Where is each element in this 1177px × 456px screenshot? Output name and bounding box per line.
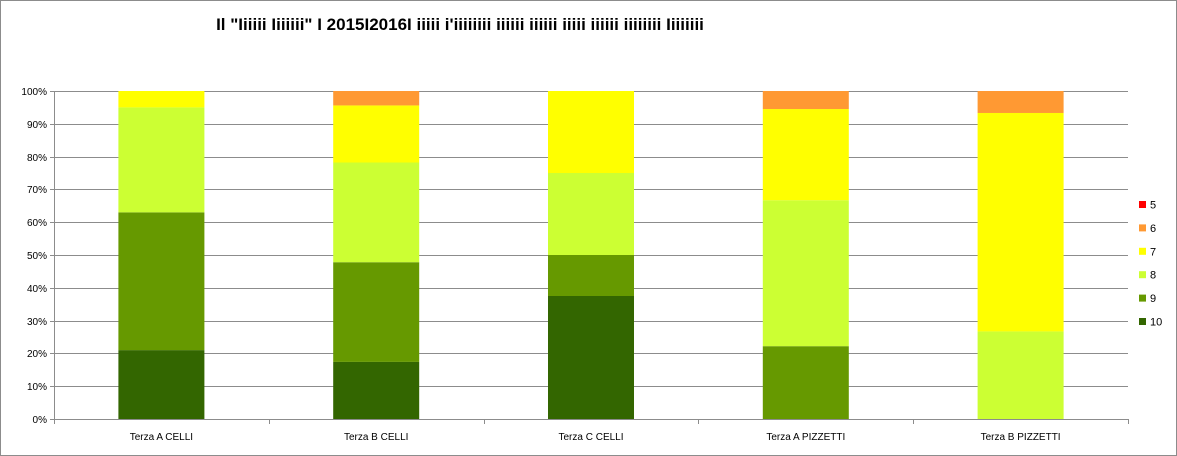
legend-label-8: 8 (1150, 270, 1156, 282)
y-tick-label: 30% (27, 317, 47, 328)
bar-segment-8 (548, 173, 634, 255)
bar-segment-8 (762, 200, 849, 347)
x-tick-label: Terza A PIZZETTI (766, 432, 845, 443)
bar-segment-9 (118, 212, 205, 351)
bar-segment-9 (333, 262, 420, 362)
x-tick-label: Terza C CELLI (558, 432, 623, 443)
x-tick-label: Terza B PIZZETTI (981, 432, 1061, 443)
bar-segment-9 (548, 255, 634, 296)
y-tick-label: 100% (21, 87, 47, 98)
bar-segment-10 (118, 350, 205, 419)
legend-swatch-7 (1139, 247, 1146, 255)
bar-segment-7 (762, 109, 849, 201)
y-tick-label: 40% (27, 284, 47, 295)
legend-swatch-8 (1139, 271, 1146, 279)
y-tick-label: 70% (27, 185, 47, 196)
y-tick-label: 10% (27, 382, 47, 393)
legend-label-10: 10 (1150, 317, 1162, 329)
legend-label-5: 5 (1150, 200, 1156, 212)
legend-swatch-6 (1139, 224, 1146, 232)
bar-segment-9 (762, 346, 849, 419)
y-tick-label: 90% (27, 120, 47, 131)
bar-segment-10 (548, 296, 634, 419)
bar-segment-7 (548, 91, 634, 173)
legend-label-7: 7 (1150, 246, 1156, 258)
bar-segment-6 (762, 91, 849, 110)
bar-segment-8 (333, 162, 420, 263)
bar-segment-10 (333, 361, 420, 419)
bar-segment-8 (977, 331, 1064, 419)
legend-swatch-9 (1139, 294, 1146, 302)
chart-title: Il "Iiiiii Iiiiiii" I 2015I2016I iiiii i… (216, 15, 704, 34)
bar-segment-7 (333, 105, 420, 163)
y-tick-label: 60% (27, 218, 47, 229)
bar-segment-6 (333, 91, 420, 106)
x-tick-label: Terza A CELLI (130, 432, 193, 443)
legend-swatch-5 (1139, 201, 1146, 208)
bar-segment-6 (977, 91, 1064, 113)
y-tick-label: 50% (27, 251, 47, 262)
x-tick-label: Terza B CELLI (344, 432, 408, 443)
y-tick-label: 80% (27, 153, 47, 164)
legend-swatch-10 (1139, 318, 1146, 325)
legend-label-6: 6 (1150, 223, 1156, 235)
bar-segment-8 (118, 107, 205, 213)
legend-label-9: 9 (1150, 293, 1156, 305)
bar-segment-7 (977, 112, 1064, 332)
y-tick-label: 20% (27, 349, 47, 360)
bar-segment-7 (118, 91, 205, 108)
y-tick-label: 0% (33, 415, 48, 426)
